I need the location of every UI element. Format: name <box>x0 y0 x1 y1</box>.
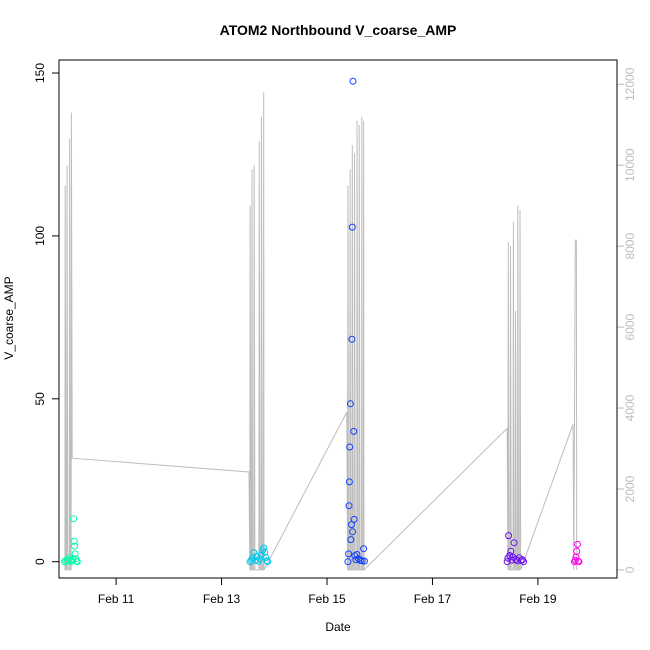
data-point <box>348 335 356 343</box>
data-point <box>346 400 354 408</box>
data-point <box>345 550 353 558</box>
y-axis-label: V_coarse_AMP <box>2 276 16 359</box>
data-point <box>360 557 368 565</box>
data-point <box>261 548 269 556</box>
data-point <box>353 551 361 558</box>
data-point <box>520 558 528 566</box>
data-point <box>355 555 362 563</box>
data-point <box>73 557 81 565</box>
y-tick-label: 0 <box>33 558 47 565</box>
data-point <box>345 478 353 486</box>
data-point <box>360 545 368 553</box>
y-right-tick-label: 0 <box>623 566 637 573</box>
plot-frame <box>58 59 618 579</box>
data-point <box>510 539 518 547</box>
data-point <box>73 558 81 566</box>
data-point <box>349 77 357 85</box>
data-point <box>350 515 358 523</box>
data-point <box>70 537 78 545</box>
y-tick-label: 50 <box>33 392 47 406</box>
y-right-tick-label: 8000 <box>623 233 637 260</box>
data-point <box>71 550 79 558</box>
y-right-tick-label: 6000 <box>623 313 637 340</box>
x-axis-label: Date <box>325 620 351 634</box>
data-point <box>348 223 356 231</box>
data-point <box>507 547 515 555</box>
x-tick-label: Feb 11 <box>98 592 135 606</box>
data-point <box>347 536 355 544</box>
data-point <box>70 515 78 523</box>
grey-line <box>64 92 578 572</box>
data-point <box>573 547 581 555</box>
data-point <box>575 558 583 566</box>
x-tick-label: Feb 15 <box>308 592 346 606</box>
y-tick-label: 150 <box>33 63 47 83</box>
data-point <box>571 558 578 566</box>
data-point <box>574 540 581 548</box>
y-right-tick-label: 4000 <box>623 394 637 421</box>
chart-title: ATOM2 Northbound V_coarse_AMP <box>220 22 457 38</box>
data-point <box>505 532 513 540</box>
y-right-tick-label: 10000 <box>623 148 637 182</box>
data-point <box>71 542 79 550</box>
data-point <box>345 502 353 510</box>
x-tick-label: Feb 19 <box>519 592 557 606</box>
data-point <box>260 544 268 552</box>
right-axis-line-series <box>64 92 578 572</box>
scatter-points <box>61 77 583 566</box>
data-point <box>346 443 354 451</box>
data-point <box>571 556 579 564</box>
data-point <box>256 555 264 563</box>
x-tick-label: Feb 17 <box>414 592 452 606</box>
data-point <box>503 558 511 566</box>
data-point <box>263 557 271 565</box>
x-tick-label: Feb 13 <box>203 592 241 606</box>
y-right-tick-label: 12000 <box>623 67 637 101</box>
data-point <box>349 528 357 536</box>
data-point <box>350 427 358 435</box>
data-point <box>344 558 352 566</box>
data-point <box>264 558 272 566</box>
data-point <box>574 557 582 565</box>
data-point <box>251 556 259 564</box>
y-tick-label: 100 <box>33 226 47 246</box>
y-right-tick-label: 2000 <box>623 475 637 502</box>
data-point <box>262 554 270 561</box>
